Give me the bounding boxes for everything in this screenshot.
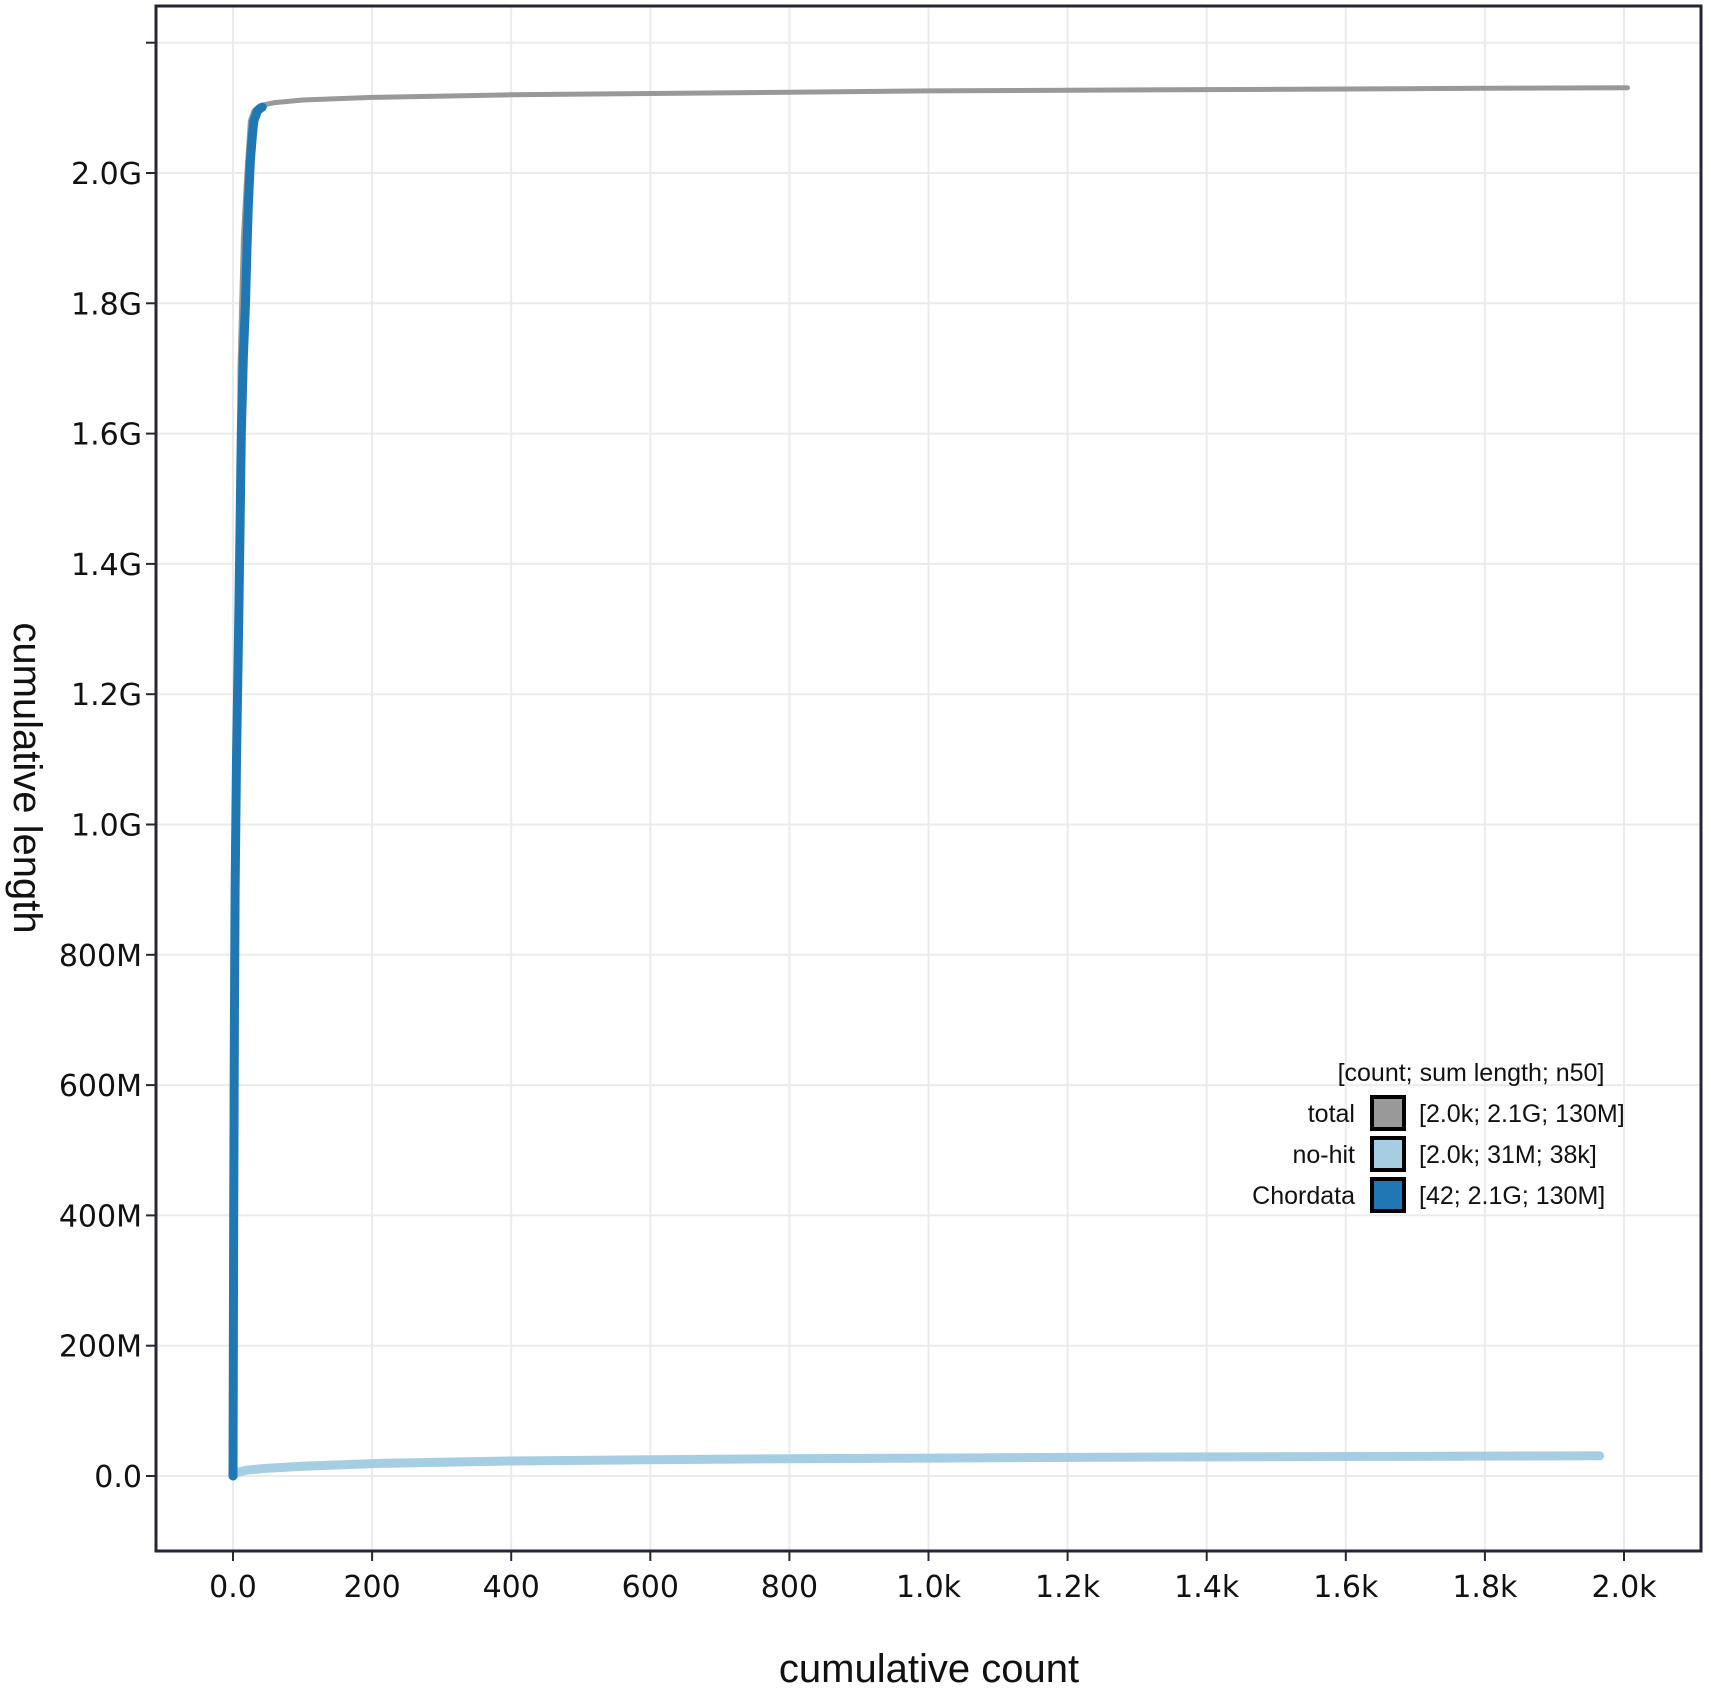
legend-stats: [2.0k; 2.1G; 130M] — [1419, 1100, 1625, 1128]
x-tick-label: 1.2k — [1035, 1570, 1101, 1605]
y-tick-label: 1.8G — [71, 287, 142, 322]
legend-stats: [42; 2.1G; 130M] — [1419, 1182, 1605, 1210]
legend-swatch — [1370, 1177, 1406, 1213]
x-tick-label: 600 — [622, 1570, 679, 1605]
legend-label: Chordata — [1252, 1182, 1355, 1210]
legend-item-chordata: Chordata [42; 2.1G; 130M] — [1252, 1177, 1605, 1213]
y-tick-label: 800M — [59, 939, 142, 974]
x-tick-label: 200 — [343, 1570, 400, 1605]
legend-stats: [2.0k; 31M; 38k] — [1419, 1141, 1597, 1169]
y-axis-title: cumulative length — [5, 622, 49, 933]
y-tick-label: 2.0G — [71, 157, 142, 192]
y-tick-label: 200M — [59, 1330, 142, 1365]
x-tick-label: 1.4k — [1174, 1570, 1240, 1605]
x-tick-label: 800 — [761, 1570, 818, 1605]
y-tick-label: 1.4G — [71, 548, 142, 583]
legend-title: [count; sum length; n50] — [1338, 1059, 1605, 1087]
x-tick-label: 0.0 — [209, 1570, 257, 1605]
x-tick-label: 400 — [483, 1570, 540, 1605]
x-tick-label: 1.0k — [896, 1570, 962, 1605]
x-axis-title: cumulative count — [779, 1647, 1079, 1691]
y-tick-label: 400M — [59, 1199, 142, 1234]
legend-swatch — [1370, 1095, 1406, 1131]
legend-swatch — [1370, 1136, 1406, 1172]
data-series — [228, 85, 1630, 1481]
series-line-chordata — [228, 102, 267, 1481]
legend-item-total: total [2.0k; 2.1G; 130M] — [1308, 1095, 1625, 1131]
legend: [count; sum length; n50] total [2.0k; 2.1G… — [1252, 1059, 1625, 1213]
legend-item-no-hit: no-hit [2.0k; 31M; 38k] — [1292, 1136, 1597, 1172]
y-tick-label: 1.0G — [71, 809, 142, 844]
y-tick-label: 600M — [59, 1069, 142, 1104]
y-tick-label: 0.0 — [94, 1460, 142, 1495]
series-line-no-hit — [228, 1451, 1605, 1481]
x-tick-label: 2.0k — [1591, 1570, 1657, 1605]
legend-label: total — [1308, 1100, 1355, 1128]
grid-lines — [156, 6, 1701, 1551]
y-axis-ticks: 0.0 200M 400M 600M 800M 1.0G 1.2G 1.4G 1.6G 1.8G 2… — [59, 41, 156, 1495]
y-tick-label: 1.6G — [71, 418, 142, 453]
x-axis-ticks: 0.0 200 400 600 800 1.0k 1.2k 1.4k 1.6k 1.8k 2.0k — [209, 1551, 1657, 1605]
x-tick-label: 1.6k — [1313, 1570, 1379, 1605]
legend-label: no-hit — [1292, 1141, 1355, 1169]
y-tick-label: 1.2G — [71, 678, 142, 713]
x-tick-label: 1.8k — [1452, 1570, 1518, 1605]
